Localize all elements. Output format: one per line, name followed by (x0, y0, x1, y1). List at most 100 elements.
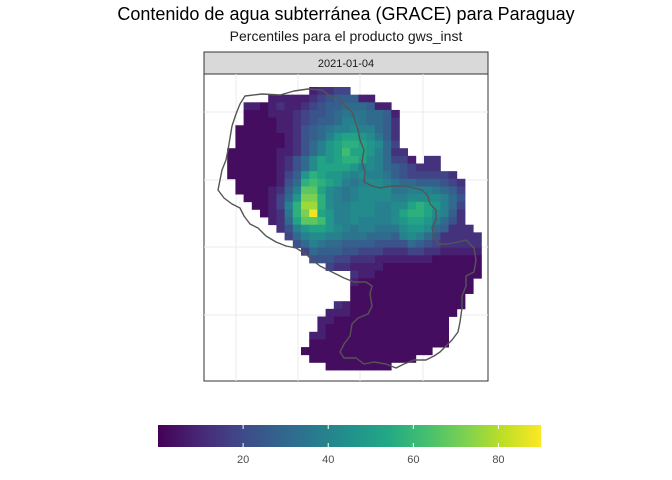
raster-cell (260, 209, 269, 218)
raster-cell (268, 94, 277, 103)
raster-cell (383, 270, 392, 279)
raster-cell (358, 240, 367, 249)
raster-cell (448, 301, 458, 310)
raster-cell (374, 148, 384, 157)
raster-cell (407, 270, 417, 279)
raster-cell (415, 232, 425, 241)
raster-cell (358, 201, 367, 210)
chart-subtitle: Percentiles para el producto gws_inst (229, 28, 463, 44)
raster-cell (407, 347, 417, 356)
raster-cell (374, 240, 384, 249)
raster-cell (440, 308, 449, 317)
raster-cell (432, 232, 441, 241)
raster-cell (309, 354, 318, 363)
raster-cell (358, 293, 367, 302)
raster-cell (227, 163, 236, 172)
raster-cell (473, 247, 482, 256)
raster-cell (276, 109, 285, 118)
raster-cell (415, 331, 425, 340)
raster-cell (268, 217, 277, 226)
raster-cell (358, 209, 367, 218)
raster-cell (301, 171, 310, 180)
raster-cell (292, 194, 302, 203)
raster-cell (456, 301, 466, 310)
raster-cell (333, 148, 343, 157)
raster-cell (366, 308, 376, 317)
raster-cell (342, 87, 351, 96)
colorbar-tick-label: 40 (322, 454, 334, 466)
raster-cell (317, 324, 326, 333)
raster-cell (383, 125, 392, 134)
raster-cell (374, 224, 384, 233)
raster-cell (301, 240, 310, 249)
raster-cell (325, 125, 335, 134)
raster-cell (366, 117, 376, 126)
raster-cell (407, 339, 417, 348)
raster-cell (358, 186, 367, 195)
raster-cell (325, 163, 335, 172)
raster-cell (342, 117, 351, 126)
raster-cell (317, 247, 326, 256)
raster-cell (399, 201, 408, 210)
raster-cell (358, 339, 367, 348)
raster-cell (292, 224, 302, 233)
raster-cell (374, 270, 384, 279)
raster-cell (260, 201, 269, 210)
raster-cell (391, 278, 400, 287)
raster-cell (325, 148, 335, 157)
raster-cell (243, 171, 253, 180)
raster-cell (424, 324, 433, 333)
raster-cell (268, 125, 277, 134)
raster-cell (284, 217, 294, 226)
raster-cell (333, 331, 343, 340)
raster-cell (342, 194, 351, 203)
raster-cell (342, 125, 351, 134)
raster-cell (350, 301, 359, 310)
raster-cell (342, 339, 351, 348)
raster-cell (301, 140, 310, 149)
raster-cell (391, 240, 400, 249)
raster-cell (448, 285, 458, 294)
raster-cell (415, 240, 425, 249)
raster-cell (301, 217, 310, 226)
raster-cell (301, 163, 310, 172)
raster-cell (358, 301, 367, 310)
raster-cell (399, 293, 408, 302)
raster-cell (350, 232, 359, 241)
raster-cell (235, 163, 244, 172)
raster-cell (383, 347, 392, 356)
raster-cell (325, 262, 335, 271)
raster-cell (432, 155, 441, 164)
raster-cell (448, 194, 458, 203)
raster-cell (301, 155, 310, 164)
raster-cell (358, 163, 367, 172)
raster-cell (456, 209, 466, 218)
raster-cell (317, 102, 326, 111)
raster-cell (243, 140, 253, 149)
raster-cell (440, 278, 449, 287)
raster-cell (366, 163, 376, 172)
raster-cell (342, 308, 351, 317)
raster-cell (424, 331, 433, 340)
raster-cell (391, 339, 400, 348)
raster-cell (309, 331, 318, 340)
raster-cell (399, 262, 408, 271)
raster-cell (415, 262, 425, 271)
raster-cell (350, 347, 359, 356)
raster-cell (399, 171, 408, 180)
raster-cell (268, 186, 277, 195)
raster-cell (424, 247, 433, 256)
raster-cell (342, 362, 351, 371)
raster-cell (317, 217, 326, 226)
raster-cell (317, 109, 326, 118)
raster-cell (317, 186, 326, 195)
raster-cell (301, 102, 310, 111)
raster-cell (292, 132, 302, 141)
raster-cell (358, 102, 367, 111)
raster-cell (342, 155, 351, 164)
raster-cell (301, 109, 310, 118)
raster-cell (391, 331, 400, 340)
raster-cell (407, 155, 417, 164)
raster-cell (309, 217, 318, 226)
raster-cell (350, 285, 359, 294)
